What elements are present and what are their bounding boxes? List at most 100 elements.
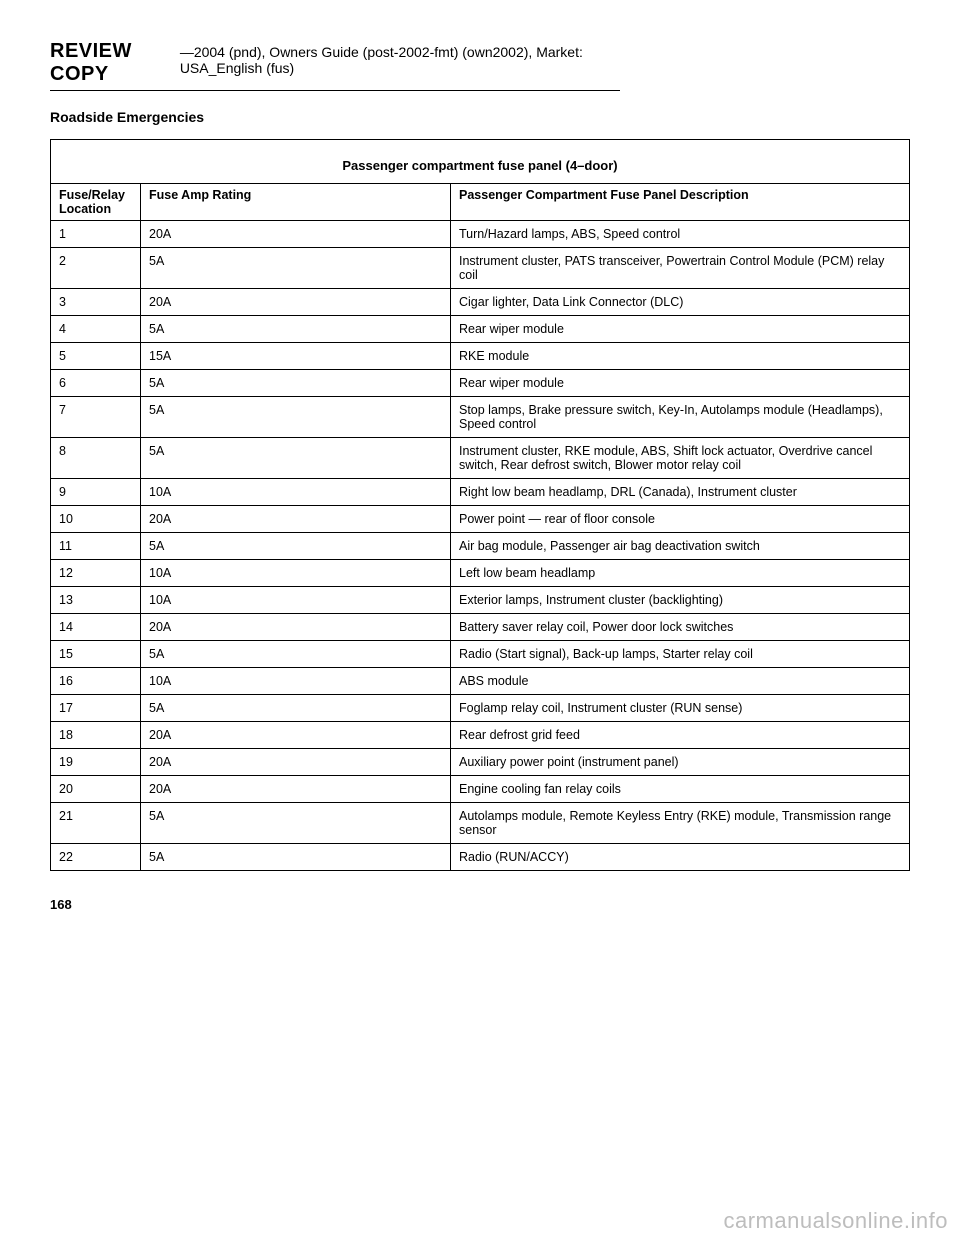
cell-location: 18 [51,722,141,749]
cell-location: 13 [51,587,141,614]
table-row: 1610AABS module [51,668,910,695]
header-brand: REVIEW COPY [50,40,174,86]
cell-rating: 5A [141,641,451,668]
cell-description: Instrument cluster, RKE module, ABS, Shi… [451,438,910,479]
cell-description: Foglamp relay coil, Instrument cluster (… [451,695,910,722]
cell-location: 16 [51,668,141,695]
cell-description: Battery saver relay coil, Power door loc… [451,614,910,641]
table-row: 320ACigar lighter, Data Link Connector (… [51,289,910,316]
cell-rating: 10A [141,560,451,587]
cell-description: ABS module [451,668,910,695]
col-header-location: Fuse/Relay Location [51,184,141,221]
cell-rating: 10A [141,479,451,506]
cell-description: Instrument cluster, PATS transceiver, Po… [451,248,910,289]
table-row: 65ARear wiper module [51,370,910,397]
cell-location: 14 [51,614,141,641]
cell-location: 7 [51,397,141,438]
table-row: 225ARadio (RUN/ACCY) [51,844,910,871]
cell-location: 9 [51,479,141,506]
cell-rating: 5A [141,248,451,289]
cell-description: Left low beam headlamp [451,560,910,587]
cell-location: 19 [51,749,141,776]
cell-rating: 5A [141,803,451,844]
cell-description: Radio (RUN/ACCY) [451,844,910,871]
cell-location: 15 [51,641,141,668]
cell-location: 21 [51,803,141,844]
cell-location: 12 [51,560,141,587]
cell-location: 10 [51,506,141,533]
cell-description: Rear defrost grid feed [451,722,910,749]
cell-rating: 10A [141,587,451,614]
cell-description: Engine cooling fan relay coils [451,776,910,803]
col-header-description: Passenger Compartment Fuse Panel Descrip… [451,184,910,221]
cell-description: Auxiliary power point (instrument panel) [451,749,910,776]
table-row: 115AAir bag module, Passenger air bag de… [51,533,910,560]
table-row: 1210ALeft low beam headlamp [51,560,910,587]
cell-description: Stop lamps, Brake pressure switch, Key-I… [451,397,910,438]
cell-rating: 10A [141,668,451,695]
cell-rating: 5A [141,438,451,479]
cell-location: 2 [51,248,141,289]
cell-location: 4 [51,316,141,343]
cell-rating: 15A [141,343,451,370]
cell-rating: 5A [141,695,451,722]
cell-location: 6 [51,370,141,397]
cell-location: 20 [51,776,141,803]
table-row: 2020AEngine cooling fan relay coils [51,776,910,803]
table-title: Passenger compartment fuse panel (4–door… [51,140,910,184]
cell-description: Turn/Hazard lamps, ABS, Speed control [451,221,910,248]
table-row: 1820ARear defrost grid feed [51,722,910,749]
cell-rating: 5A [141,844,451,871]
table-row: 45ARear wiper module [51,316,910,343]
table-title-row: Passenger compartment fuse panel (4–door… [51,140,910,184]
table-row: 215AAutolamps module, Remote Keyless Ent… [51,803,910,844]
cell-description: Right low beam headlamp, DRL (Canada), I… [451,479,910,506]
table-row: 910ARight low beam headlamp, DRL (Canada… [51,479,910,506]
cell-description: Cigar lighter, Data Link Connector (DLC) [451,289,910,316]
cell-rating: 20A [141,749,451,776]
table-row: 1420ABattery saver relay coil, Power doo… [51,614,910,641]
cell-description: Rear wiper module [451,316,910,343]
cell-description: Exterior lamps, Instrument cluster (back… [451,587,910,614]
table-row: 75AStop lamps, Brake pressure switch, Ke… [51,397,910,438]
col-header-rating: Fuse Amp Rating [141,184,451,221]
cell-description: Air bag module, Passenger air bag deacti… [451,533,910,560]
cell-location: 22 [51,844,141,871]
table-row: 155ARadio (Start signal), Back-up lamps,… [51,641,910,668]
cell-rating: 20A [141,722,451,749]
cell-rating: 5A [141,397,451,438]
fuse-table: Passenger compartment fuse panel (4–door… [50,139,910,871]
page-number: 168 [50,897,910,912]
cell-rating: 5A [141,370,451,397]
cell-description: Radio (Start signal), Back-up lamps, Sta… [451,641,910,668]
cell-description: Autolamps module, Remote Keyless Entry (… [451,803,910,844]
page-header: REVIEW COPY —2004 (pnd), Owners Guide (p… [50,40,620,91]
cell-rating: 5A [141,533,451,560]
cell-description: Power point — rear of floor console [451,506,910,533]
cell-rating: 20A [141,614,451,641]
cell-location: 11 [51,533,141,560]
cell-rating: 20A [141,221,451,248]
cell-location: 1 [51,221,141,248]
table-row: 25AInstrument cluster, PATS transceiver,… [51,248,910,289]
cell-rating: 20A [141,506,451,533]
table-row: 175AFoglamp relay coil, Instrument clust… [51,695,910,722]
cell-rating: 20A [141,776,451,803]
table-row: 1020APower point — rear of floor console [51,506,910,533]
table-row: 515ARKE module [51,343,910,370]
table-row: 1920AAuxiliary power point (instrument p… [51,749,910,776]
section-title: Roadside Emergencies [50,109,910,125]
table-row: 120ATurn/Hazard lamps, ABS, Speed contro… [51,221,910,248]
table-header-row: Fuse/Relay Location Fuse Amp Rating Pass… [51,184,910,221]
cell-rating: 20A [141,289,451,316]
header-sub: —2004 (pnd), Owners Guide (post-2002-fmt… [180,44,620,76]
table-row: 85AInstrument cluster, RKE module, ABS, … [51,438,910,479]
cell-rating: 5A [141,316,451,343]
cell-location: 17 [51,695,141,722]
cell-description: Rear wiper module [451,370,910,397]
cell-location: 3 [51,289,141,316]
table-row: 1310AExterior lamps, Instrument cluster … [51,587,910,614]
cell-location: 8 [51,438,141,479]
cell-description: RKE module [451,343,910,370]
watermark-text: carmanualsonline.info [723,1208,948,1234]
